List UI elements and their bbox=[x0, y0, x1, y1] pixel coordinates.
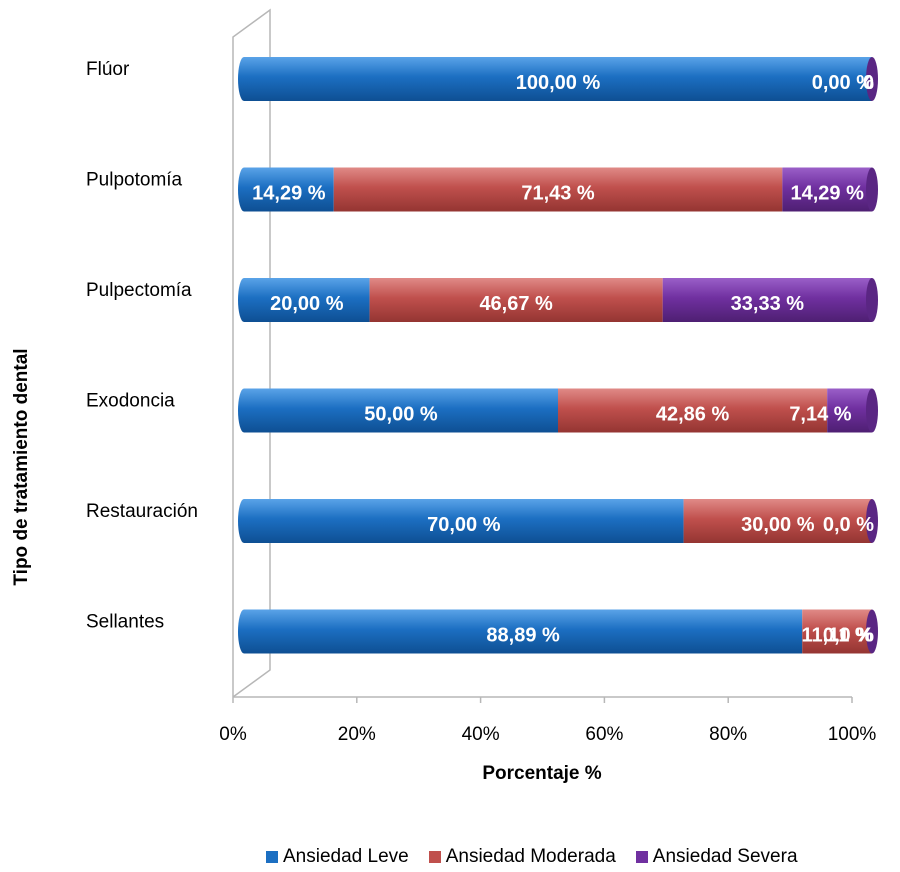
bar-cap-left bbox=[238, 388, 250, 433]
data-label: 0,0 % bbox=[823, 514, 874, 536]
x-axis-ticks: 0% 20% 40% 60% 80% 100% bbox=[219, 697, 876, 745]
bar-cap-right bbox=[866, 57, 878, 101]
data-label: 46,67 % bbox=[479, 293, 553, 315]
bar-segment bbox=[369, 278, 663, 322]
legend-label: Ansiedad Severa bbox=[652, 846, 798, 867]
bar-cap-left bbox=[238, 57, 250, 101]
data-label: 14,29 % bbox=[790, 183, 864, 205]
bar-cap-right bbox=[866, 499, 878, 543]
bar-segment bbox=[333, 167, 783, 212]
legend-swatch bbox=[635, 851, 648, 863]
bar-segment bbox=[827, 388, 872, 433]
bar-cap-left bbox=[238, 609, 250, 654]
bar-cap-right bbox=[866, 609, 878, 654]
x-tick-label: 40% bbox=[462, 724, 500, 745]
data-label: 71,43 % bbox=[521, 183, 595, 205]
x-tick-label: 20% bbox=[338, 724, 376, 745]
legend-item: Ansiedad Severa bbox=[635, 846, 798, 868]
bar-cap-left bbox=[238, 499, 250, 543]
category-label: Flúor bbox=[86, 59, 130, 80]
bar-segment bbox=[558, 388, 828, 433]
category-label: Pulpectomía bbox=[86, 280, 192, 301]
bar-segment bbox=[244, 499, 684, 543]
data-label: 70,00 % bbox=[427, 514, 501, 536]
plot-frame bbox=[232, 8, 852, 698]
x-tick-label: 80% bbox=[709, 724, 747, 745]
bars: 100,00 % 0,00 %0 14,29 % 71,43 % 14,29 % 20,0… bbox=[238, 57, 878, 654]
bar-segment bbox=[244, 609, 803, 654]
data-label: 88,89 % bbox=[486, 625, 560, 647]
bar-segment bbox=[244, 278, 370, 322]
bar-segment bbox=[662, 278, 872, 322]
data-label: 7,14 % bbox=[789, 404, 851, 426]
bar-cap-left bbox=[238, 167, 250, 212]
back-wall bbox=[232, 8, 271, 698]
data-label: 14,29 % bbox=[252, 183, 326, 205]
category-label: Sellantes bbox=[86, 612, 164, 633]
bar-cap-right bbox=[866, 278, 878, 322]
bar-segment bbox=[244, 57, 872, 101]
bar-segment bbox=[683, 499, 872, 543]
bar-segment bbox=[244, 167, 334, 212]
bar-segment bbox=[244, 388, 558, 433]
data-label: 0,0 % bbox=[823, 625, 874, 647]
data-label: 33,33 % bbox=[731, 293, 805, 315]
bar-cap-left bbox=[238, 278, 250, 322]
legend-label: Ansiedad Leve bbox=[283, 846, 409, 867]
legend-swatch bbox=[428, 851, 441, 863]
y-axis-title: Tipo de tratamiento dental bbox=[11, 348, 32, 585]
legend-label: Ansiedad Moderada bbox=[445, 846, 616, 867]
data-label: 30,00 % bbox=[741, 514, 815, 536]
data-label: 0,00 % bbox=[812, 72, 874, 94]
bar-segment bbox=[802, 609, 872, 654]
x-tick-label: 0% bbox=[219, 724, 247, 745]
data-label: 0 bbox=[863, 72, 874, 94]
legend-swatch bbox=[266, 851, 278, 863]
data-label: 42,86 % bbox=[656, 404, 730, 426]
legend: Ansiedad Leve Ansiedad Moderada Ansiedad S… bbox=[266, 846, 798, 868]
x-tick-label: 100% bbox=[828, 724, 877, 745]
category-label: Exodoncia bbox=[86, 391, 175, 412]
legend-item: Ansiedad Moderada bbox=[428, 846, 616, 868]
x-axis-title: Porcentaje % bbox=[482, 763, 601, 784]
data-label: 11,11 % bbox=[802, 625, 873, 647]
data-label: 50,00 % bbox=[364, 404, 438, 426]
bar-segment bbox=[782, 167, 873, 212]
data-label: 20,00 % bbox=[270, 293, 344, 315]
bar-cap-right bbox=[866, 167, 878, 212]
data-label: 100,00 % bbox=[516, 72, 601, 94]
category-labels: Flúor Pulpotomía Pulpectomía Exodoncia Resta… bbox=[86, 59, 198, 633]
bar-cap-right bbox=[866, 388, 878, 433]
category-label: Restauración bbox=[86, 501, 198, 522]
category-label: Pulpotomía bbox=[86, 170, 183, 191]
x-tick-label: 60% bbox=[585, 724, 623, 745]
legend-item: Ansiedad Leve bbox=[266, 846, 409, 868]
